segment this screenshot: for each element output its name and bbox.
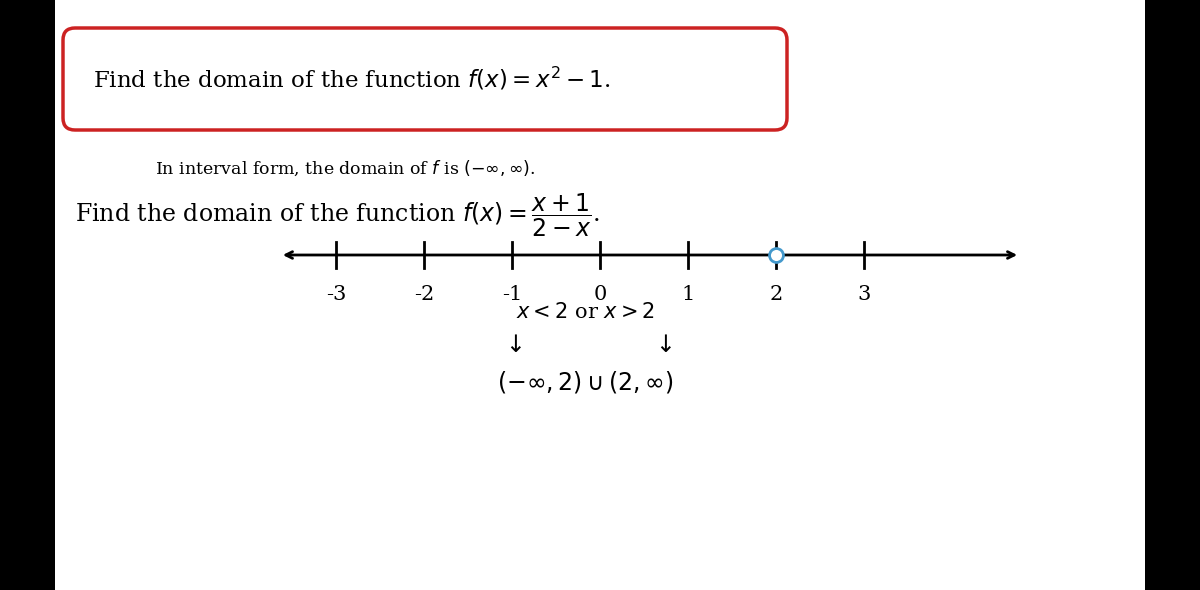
FancyBboxPatch shape [1145,0,1200,590]
Text: $(-\infty, 2) \cup (2, \infty)$: $(-\infty, 2) \cup (2, \infty)$ [497,369,673,395]
FancyBboxPatch shape [0,0,55,590]
FancyBboxPatch shape [64,28,787,130]
Text: -1: -1 [502,285,522,304]
Text: 3: 3 [857,285,871,304]
Text: $\downarrow$: $\downarrow$ [652,333,673,356]
Text: -3: -3 [326,285,346,304]
Text: -2: -2 [414,285,434,304]
Text: 2: 2 [769,285,782,304]
Text: $\downarrow$: $\downarrow$ [502,333,523,356]
Text: In interval form, the domain of $f$ is $(-\infty, \infty)$.: In interval form, the domain of $f$ is $… [155,158,535,178]
Text: Find the domain of the function $f(x) = x^2 - 1$.: Find the domain of the function $f(x) = … [94,65,611,93]
Text: 0: 0 [593,285,607,304]
Text: Find the domain of the function $f(x) = \dfrac{x+1}{2-x}$.: Find the domain of the function $f(x) = … [74,191,600,239]
Text: 1: 1 [682,285,695,304]
Text: $x < 2$ or $x > 2$: $x < 2$ or $x > 2$ [516,302,654,322]
FancyBboxPatch shape [55,0,1145,590]
